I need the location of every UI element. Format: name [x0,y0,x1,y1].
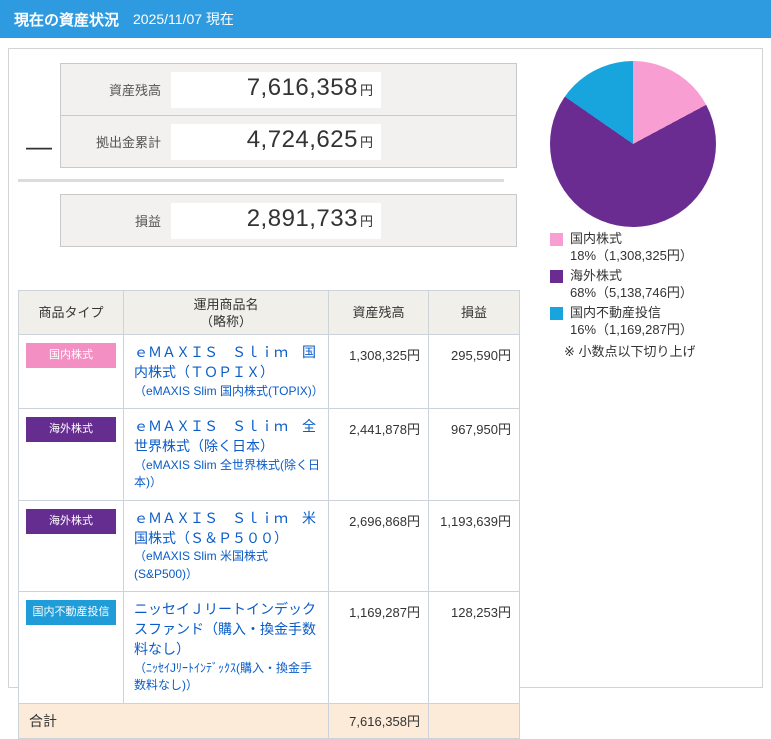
page-header: 現在の資産状況 2025/11/07 現在 [0,0,771,38]
product-name-cell: ｅＭＡＸＩＳ Ｓｌｉｍ 米国株式（Ｓ＆Ｐ５００） （eMAXIS Slim 米国… [123,499,329,593]
domestic-stock-swatch [550,232,563,246]
allocation-pie-chart [550,61,716,227]
col-header-balance: 資産残高 [328,290,429,335]
balance-cell: 1,308,325円 [328,333,429,410]
product-type-badge: 海外株式 [26,508,116,534]
asset-balance-unit: 円 [359,82,373,98]
minus-operator: — [26,131,52,161]
contribution-total-label: 拠出金累計 [95,135,161,150]
equals-divider [18,179,504,182]
profit-loss-value: 2,891,733 [246,204,358,232]
table-header-row: 商品タイプ 運用商品名 （略称） 資産残高 損益 [18,290,520,335]
legend-label: 国内株式 [570,231,623,246]
contribution-total-value: 4,724,625 [246,125,358,153]
pl-cell: 967,950円 [428,408,520,501]
col-header-pl: 損益 [428,290,520,335]
product-name-cell: ｅＭＡＸＩＳ Ｓｌｉｍ 国内株式（ＴＯＰＩＸ） （eMAXIS Slim 国内株… [123,333,329,410]
product-type-cell: 国内株式 [18,333,124,410]
product-name-link[interactable]: ｅＭＡＸＩＳ Ｓｌｉｍ 全世界株式（除く日本） [134,418,316,455]
total-balance-cell: 7,616,358円 [328,702,429,739]
legend-detail: 68%（5,138,746円） [570,285,693,300]
product-abbr: （eMAXIS Slim 国内株式(TOPIX)） [134,383,324,398]
pie-legend: 国内株式 18%（1,308,325円） 海外株式 68%（5,138,746円… [550,231,760,360]
product-type-cell: 海外株式 [18,408,124,501]
profit-loss-label: 損益 [134,214,161,229]
asset-balance-label: 資産残高 [108,83,161,98]
foreign-stock-swatch [550,269,563,283]
profit-loss-value-box: 2,891,733 円 [171,202,381,239]
product-type-badge: 海外株式 [26,417,116,443]
asset-balance-value-box: 7,616,358 円 [171,71,381,108]
total-label-cell: 合計 [18,702,329,739]
col-header-product-type: 商品タイプ [18,290,124,335]
pl-cell: 128,253円 [428,591,520,704]
balance-cell: 2,696,868円 [328,499,429,593]
page-title: 現在の資産状況 [14,11,120,29]
pl-cell: 1,193,639円 [428,499,520,593]
profit-loss-box: 損益 2,891,733 円 [60,194,517,247]
legend-label: 海外株式 [570,268,623,283]
table-row: 国内不動産投信 ニッセイＪリートインデックスファンド（購入・換金手数料なし） （… [18,591,520,704]
contribution-total-unit: 円 [359,134,373,150]
table-row: 海外株式 ｅＭＡＸＩＳ Ｓｌｉｍ 全世界株式（除く日本） （eMAXIS Sli… [18,408,520,501]
contribution-total-box: 拠出金累計 4,724,625 円 [60,115,517,168]
asset-balance-value: 7,616,358 [246,73,358,101]
col-header-product-name: 運用商品名 （略称） [123,290,329,335]
rounding-note: ※ 小数点以下切り上げ [564,344,696,359]
product-type-badge: 国内株式 [26,343,116,368]
legend-item-foreign-stock: 海外株式 68%（5,138,746円） [550,268,760,301]
balance-cell: 2,441,878円 [328,408,429,501]
legend-detail: 18%（1,308,325円） [570,248,693,263]
balance-cell: 1,169,287円 [328,591,429,704]
product-type-cell: 国内不動産投信 [18,591,124,704]
product-name-cell: ｅＭＡＸＩＳ Ｓｌｉｍ 全世界株式（除く日本） （eMAXIS Slim 全世界… [123,408,329,501]
legend-item-domestic-stock: 国内株式 18%（1,308,325円） [550,231,760,264]
product-name-link[interactable]: ニッセイＪリートインデックスファンド（購入・換金手数料なし） [134,601,316,657]
as-of-date: 2025/11/07 現在 [133,11,234,27]
asset-balance-box: 資産残高 7,616,358 円 [60,63,517,116]
profit-loss-unit: 円 [359,213,373,229]
profit-loss-group: 損益 2,891,733 円 [60,194,517,247]
summary-group: 資産残高 7,616,358 円 拠出金累計 4,724,625 円 [60,63,517,168]
total-pl-cell [428,702,520,739]
product-type-badge: 国内不動産投信 [26,600,116,626]
product-name-link[interactable]: ｅＭＡＸＩＳ Ｓｌｉｍ 国内株式（ＴＯＰＩＸ） [134,344,316,380]
content-panel: 資産残高 7,616,358 円 拠出金累計 4,724,625 円 — 損益 … [8,48,763,739]
legend-label: 国内不動産投信 [570,305,662,320]
product-abbr: （ﾆｯｾｲJﾘｰﾄｲﾝﾃﾞｯｸｽ(購入・換金手数料なし)） [134,660,312,693]
table-row: 海外株式 ｅＭＡＸＩＳ Ｓｌｉｍ 米国株式（Ｓ＆Ｐ５００） （eMAXIS Sl… [18,499,520,593]
domestic-reit-swatch [550,306,563,320]
table-row: 国内株式 ｅＭＡＸＩＳ Ｓｌｉｍ 国内株式（ＴＯＰＩＸ） （eMAXIS Sli… [18,333,520,410]
pl-cell: 295,590円 [428,333,520,410]
product-name-link[interactable]: ｅＭＡＸＩＳ Ｓｌｉｍ 米国株式（Ｓ＆Ｐ５００） [134,509,316,546]
product-name-cell: ニッセイＪリートインデックスファンド（購入・換金手数料なし） （ﾆｯｾｲJﾘｰﾄ… [123,591,329,704]
legend-detail: 16%（1,169,287円） [570,322,693,337]
product-type-cell: 海外株式 [18,499,124,593]
holdings-table: 商品タイプ 運用商品名 （略称） 資産残高 損益 国内株式 ｅＭＡＸＩＳ Ｓｌｉ… [18,290,520,739]
product-abbr: （eMAXIS Slim 全世界株式(除く日本)） [134,457,321,490]
table-total-row: 合計 7,616,358円 [18,702,520,739]
product-abbr: （eMAXIS Slim 米国株式(S&P500)） [134,549,269,581]
contribution-total-value-box: 4,724,625 円 [171,123,381,160]
legend-item-domestic-reit: 国内不動産投信 16%（1,169,287円） [550,305,760,338]
